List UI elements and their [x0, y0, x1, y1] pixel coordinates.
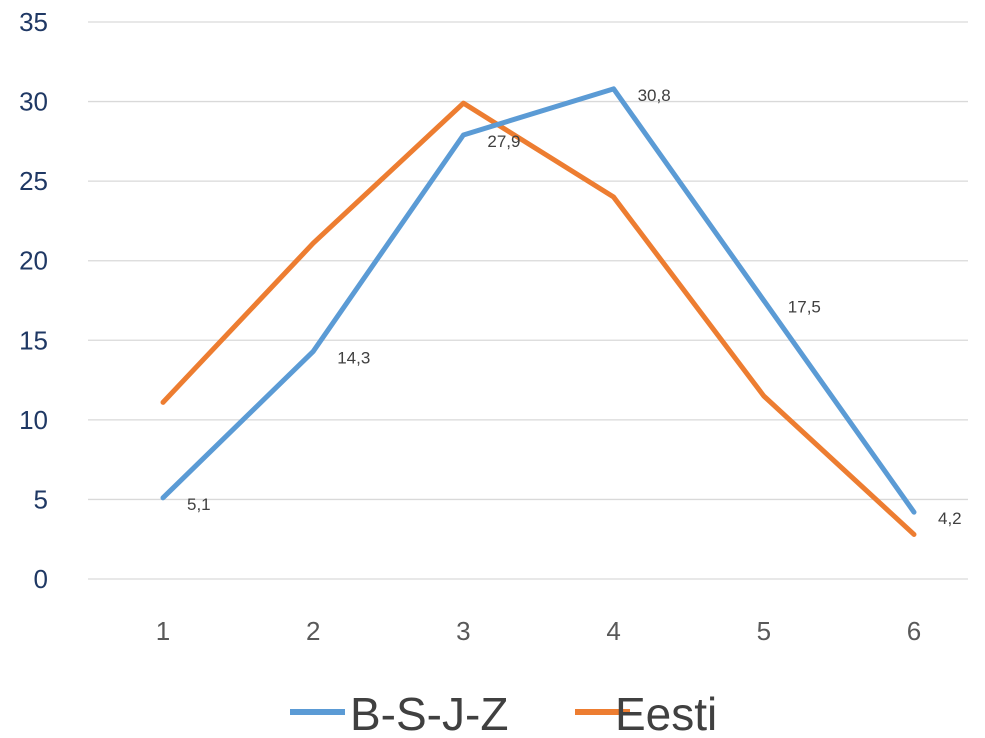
data-label: 27,9 [487, 132, 520, 151]
data-label: 30,8 [638, 86, 671, 105]
legend-label: Eesti [615, 688, 717, 738]
gridlines [88, 21, 968, 580]
x-tick-label: 2 [306, 616, 320, 646]
series-line-eesti [160, 100, 917, 537]
x-tick-label: 5 [757, 616, 771, 646]
y-tick-label: 25 [19, 166, 48, 196]
series-lines [160, 86, 917, 537]
y-tick-label: 15 [19, 325, 48, 355]
y-tick-label: 5 [34, 484, 48, 514]
y-axis-ticks: 0 5 10 15 20 25 30 35 [19, 7, 48, 594]
x-tick-label: 3 [456, 616, 470, 646]
y-tick-label: 20 [19, 246, 48, 276]
legend: B-S-J-Z Eesti [290, 688, 717, 738]
x-tick-label: 1 [156, 616, 170, 646]
data-label: 17,5 [788, 298, 821, 317]
data-label: 4,2 [938, 509, 962, 528]
legend-label: B-S-J-Z [350, 688, 508, 738]
data-label: 5,1 [187, 495, 211, 514]
data-labels: 5,1 14,3 27,9 30,8 17,5 4,2 [187, 86, 962, 528]
y-tick-label: 0 [34, 564, 48, 594]
data-label: 14,3 [337, 348, 370, 367]
y-tick-label: 30 [19, 87, 48, 117]
series-line-b-s-j-z [160, 86, 917, 515]
x-tick-label: 6 [907, 616, 921, 646]
x-axis-ticks: 1 2 3 4 5 6 [156, 616, 921, 646]
y-tick-label: 10 [19, 405, 48, 435]
y-tick-label: 35 [19, 7, 48, 37]
x-tick-label: 4 [606, 616, 620, 646]
